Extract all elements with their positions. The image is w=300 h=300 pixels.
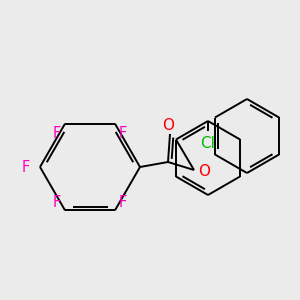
Text: F: F — [22, 160, 30, 175]
Text: Cl: Cl — [201, 136, 215, 152]
Text: F: F — [119, 126, 127, 141]
Text: F: F — [119, 195, 127, 210]
Text: O: O — [162, 118, 174, 134]
Text: F: F — [53, 195, 61, 210]
Text: F: F — [53, 126, 61, 141]
Text: O: O — [198, 164, 210, 179]
